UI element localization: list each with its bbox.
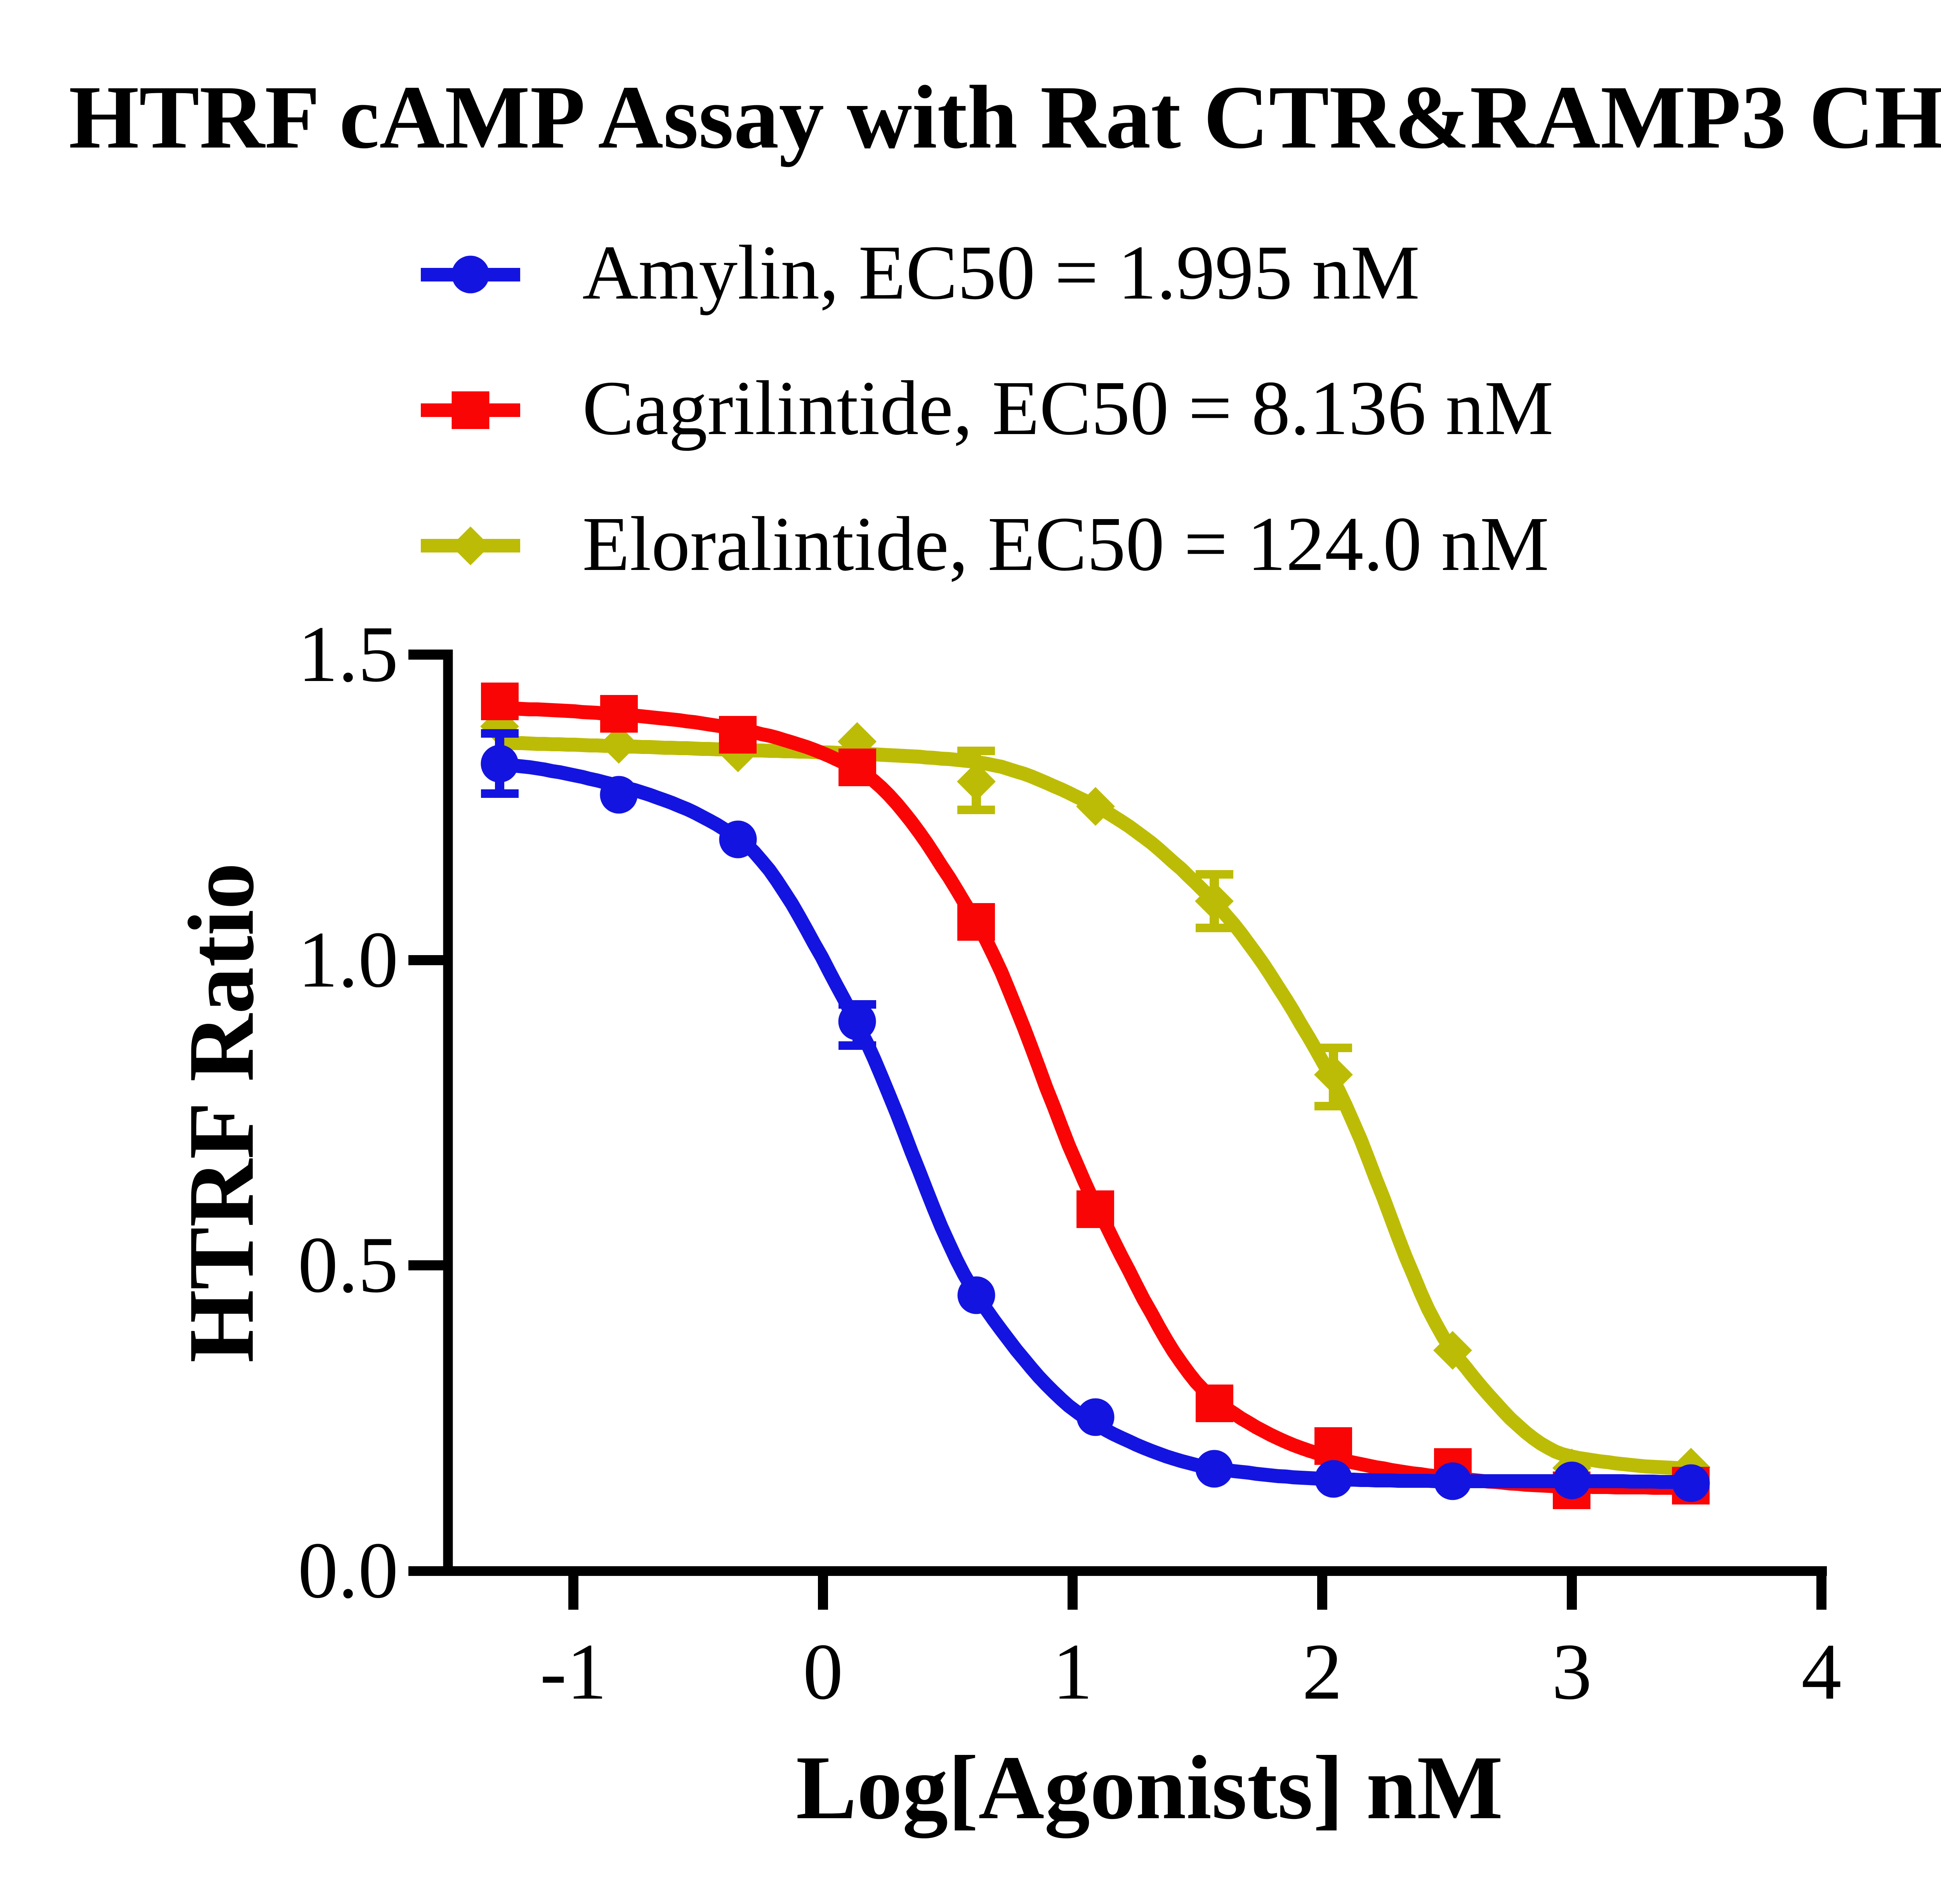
svg-text:HTRF Ratio: HTRF Ratio [169, 863, 273, 1363]
svg-text:2: 2 [1302, 1627, 1342, 1716]
svg-text:Cagrilintide, EC50 = 8.136 nM: Cagrilintide, EC50 = 8.136 nM [582, 365, 1554, 451]
svg-text:3: 3 [1552, 1627, 1592, 1716]
svg-text:0: 0 [803, 1627, 843, 1716]
svg-text:4: 4 [1801, 1627, 1842, 1716]
svg-text:Amylin, EC50 = 1.995 nM: Amylin, EC50 = 1.995 nM [582, 230, 1420, 316]
svg-text:1.0: 1.0 [298, 915, 398, 1004]
svg-text:1: 1 [1052, 1627, 1093, 1716]
svg-text:HTRF cAMP Assay with Rat CTR&R: HTRF cAMP Assay with Rat CTR&RAMP3 CHO (… [69, 67, 1941, 167]
svg-text:0.5: 0.5 [298, 1220, 398, 1309]
svg-text:-1: -1 [540, 1627, 607, 1716]
svg-text:Log[Agonists] nM: Log[Agonists] nM [796, 1737, 1503, 1838]
svg-text:1.5: 1.5 [298, 610, 398, 698]
svg-text:0.0: 0.0 [298, 1526, 398, 1615]
svg-text:Eloralintide, EC50 = 124.0 nM: Eloralintide, EC50 = 124.0 nM [582, 501, 1549, 587]
